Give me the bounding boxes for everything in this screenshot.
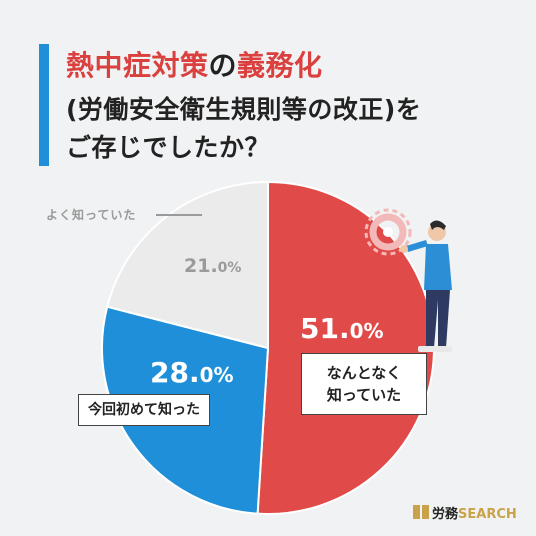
callout-knew-well-leader <box>156 214 202 216</box>
person-hair <box>430 220 446 230</box>
title-line-2: (労働安全衛生規則等の改正)を <box>66 95 422 124</box>
callout-somewhat-knew-line2: 知っていた <box>326 386 402 404</box>
slice-value-red-main: 51. <box>300 312 350 345</box>
slice-value-blue: 28.0% <box>150 356 234 389</box>
title-particle: の <box>208 49 238 82</box>
pie-slice-2 <box>105 180 269 350</box>
person-jacket <box>424 244 452 290</box>
person-pants <box>426 290 450 348</box>
callout-somewhat-knew-line1: なんとなく <box>326 364 402 382</box>
person-illustration <box>364 208 452 352</box>
gear-icon <box>369 213 407 251</box>
callout-knew-well: よく知っていた <box>46 208 137 222</box>
callout-first-time: 今回初めて知った <box>78 394 210 426</box>
book-icon <box>413 505 429 519</box>
slice-value-red: 51.0% <box>300 312 384 345</box>
gear-center <box>383 227 393 237</box>
title-line-1: 熱中症対策の義務化 <box>66 44 323 84</box>
brand-logo-en: SEARCH <box>458 507 517 522</box>
slice-value-blue-dec: 0% <box>199 363 234 387</box>
title-line-3: ご存じでしたか？ <box>66 133 271 162</box>
brand-logo: 労務SEARCH <box>412 502 517 522</box>
callout-somewhat-knew: なんとなく 知っていた <box>301 353 427 415</box>
person-hand <box>400 245 408 253</box>
gear-teeth <box>364 208 412 256</box>
slice-value-grey-dec: 0% <box>217 260 242 276</box>
brand-logo-text: 労務SEARCH <box>432 503 517 522</box>
brand-logo-jp: 労務 <box>432 507 459 522</box>
title-emphasis-2: 義務化 <box>237 49 323 82</box>
slice-value-blue-main: 28. <box>150 356 200 389</box>
title-emphasis-1: 熱中症対策 <box>66 49 209 82</box>
slice-value-grey-main: 21. <box>184 255 218 277</box>
person-shoe-right <box>436 346 452 352</box>
title-accent-bar <box>39 44 49 166</box>
slice-value-red-dec: 0% <box>349 319 384 343</box>
person-shoe-left <box>418 346 436 352</box>
person-arm <box>406 240 428 252</box>
pie-slice-0 <box>256 180 435 515</box>
slice-value-grey: 21.0% <box>184 255 241 277</box>
